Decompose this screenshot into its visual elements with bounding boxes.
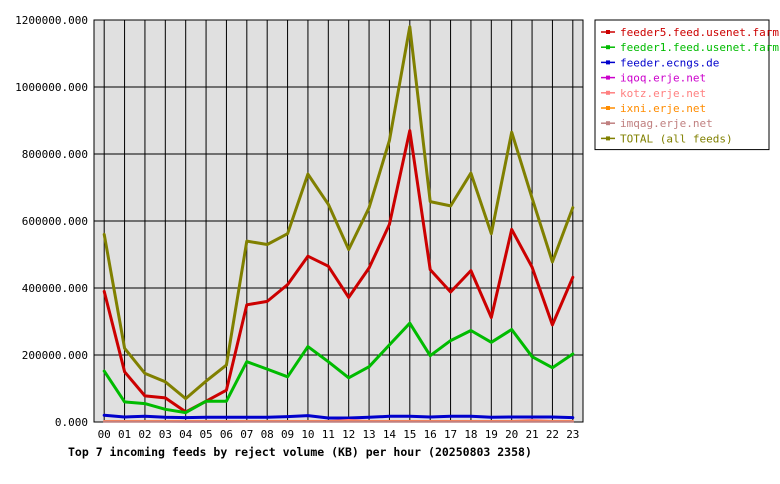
x-tick-label: 15 (403, 428, 416, 441)
legend-label: kotz.erje.net (620, 87, 706, 100)
x-tick-label: 07 (240, 428, 253, 441)
legend-label: TOTAL (all feeds) (620, 132, 733, 145)
x-tick-label: 11 (322, 428, 335, 441)
x-tick-label: 01 (118, 428, 131, 441)
legend-marker (606, 136, 610, 140)
x-tick-label: 20 (505, 428, 518, 441)
x-tick-label: 19 (485, 428, 498, 441)
legend-marker (606, 91, 610, 95)
legend-marker (606, 121, 610, 125)
legend-label: feeder.ecngs.de (620, 56, 719, 69)
legend-marker (606, 106, 610, 110)
x-tick-label: 22 (546, 428, 559, 441)
y-tick-label: 1000000.000 (15, 81, 88, 94)
x-tick-label: 14 (383, 428, 397, 441)
x-tick-label: 10 (301, 428, 314, 441)
chart-title: Top 7 incoming feeds by reject volume (K… (68, 445, 532, 459)
y-tick-label: 1200000.000 (15, 14, 88, 27)
x-tick-label: 03 (159, 428, 172, 441)
x-tick-label: 12 (342, 428, 355, 441)
y-tick-label: 800000.000 (22, 148, 88, 161)
x-tick-label: 18 (464, 428, 477, 441)
x-tick-label: 05 (199, 428, 212, 441)
y-tick-label: 600000.000 (22, 215, 88, 228)
legend: feeder5.feed.usenet.farm feeder1.feed.use… (595, 20, 779, 150)
x-tick-label: 00 (98, 428, 111, 441)
y-tick-label: 0.000 (55, 416, 88, 429)
x-tick-label: 08 (261, 428, 274, 441)
x-tick-label: 16 (424, 428, 437, 441)
legend-marker (606, 76, 610, 80)
x-tick-label: 21 (525, 428, 538, 441)
x-tick-label: 13 (362, 428, 375, 441)
x-tick-label: 23 (566, 428, 579, 441)
x-tick-label: 06 (220, 428, 233, 441)
plot-area (94, 20, 583, 422)
legend-label: ixni.erje.net (620, 102, 706, 115)
y-tick-label: 200000.000 (22, 349, 88, 362)
x-tick-label: 09 (281, 428, 294, 441)
x-tick-label: 17 (444, 428, 457, 441)
legend-label: imqag.erje.net (620, 117, 713, 130)
x-tick-label: 04 (179, 428, 193, 441)
legend-marker (606, 60, 610, 64)
legend-label: feeder1.feed.usenet.farm (620, 41, 779, 54)
legend-label: feeder5.feed.usenet.farm (620, 26, 779, 39)
legend-marker (606, 30, 610, 34)
y-tick-label: 400000.000 (22, 282, 88, 295)
legend-marker (606, 45, 610, 49)
legend-label: iqoq.erje.net (620, 72, 706, 85)
x-tick-label: 02 (138, 428, 151, 441)
